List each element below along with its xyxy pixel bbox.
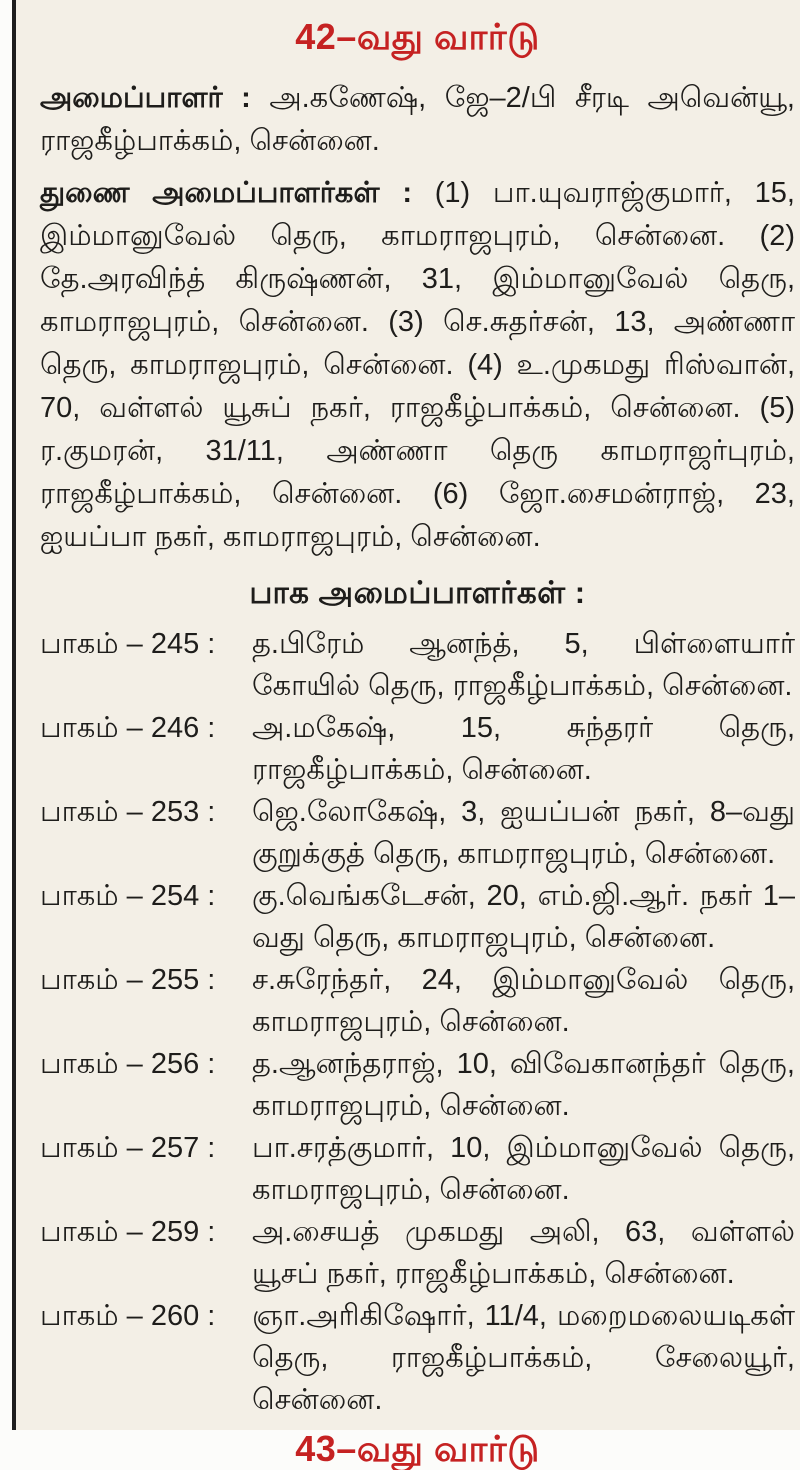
deputy-organizers-list-text: (1) பா.யுவராஜ்குமார், 15, இம்மானுவேல் தெ… [40, 177, 795, 553]
section-entry-256: பாகம் – 256 : த.ஆனந்தராஜ், 10, விவேகானந்… [40, 1043, 795, 1127]
section-organizer-address: அ.மகேஷ், 15, சுந்தரர் தெரு, ராஜகீழ்பாக்க… [252, 712, 795, 786]
section-number-label: பாகம் – 256 : [40, 1048, 216, 1080]
section-organizer-address: ஜெ.லோகேஷ், 3, ஐயப்பன் நகர், 8–வது குறுக்… [252, 796, 795, 870]
deputy-organizers-paragraph: துணை அமைப்பாளர்கள் : (1) பா.யுவராஜ்குமார… [40, 172, 795, 559]
section-organizer-address: அ.சையத் முகமது அலி, 63, வள்ளல் யூசப் நகர… [252, 1216, 795, 1290]
ward-43-heading: 43–வது வார்டு [295, 1428, 540, 1469]
section-entry-253: பாகம் – 253 : ஜெ.லோகேஷ், 3, ஐயப்பன் நகர்… [40, 791, 795, 875]
section-organizer-address: த.ஆனந்தராஜ், 10, விவேகானந்தர் தெரு, காமர… [252, 1048, 795, 1122]
section-entry-260: பாகம் – 260 : ஞா.அரிகிஷோர், 11/4, மறைமலை… [40, 1295, 795, 1421]
section-number-label: பாகம் – 254 : [40, 880, 216, 912]
section-entry-259: பாகம் – 259 : அ.சையத் முகமது அலி, 63, வள… [40, 1211, 795, 1295]
section-number-label: பாகம் – 257 : [40, 1132, 216, 1164]
organizer-label: அமைப்பாளர் : [40, 82, 251, 114]
organizer-paragraph: அமைப்பாளர் : அ.கணேஷ், ஜே–2/பி சீரடி அவென… [40, 77, 795, 163]
section-number-label: பாகம் – 260 : [40, 1300, 216, 1332]
section-entry-246: பாகம் – 246 : அ.மகேஷ், 15, சுந்தரர் தெரு… [40, 707, 795, 791]
section-number-label: பாகம் – 253 : [40, 796, 216, 828]
deputy-organizers-label: துணை அமைப்பாளர்கள் : [40, 177, 412, 209]
section-entry-245: பாகம் – 245 : த.பிரேம் ஆனந்த், 5, பிள்ளை… [40, 623, 795, 707]
page-content: 42–வது வார்டு அமைப்பாளர் : அ.கணேஷ், ஜே–2… [40, 0, 795, 1470]
section-number-label: பாகம் – 259 : [40, 1216, 216, 1248]
section-organizer-address: ச.சுரேந்தர், 24, இம்மானுவேல் தெரு, காமரா… [252, 964, 795, 1038]
section-organizer-address: பா.சரத்குமார், 10, இம்மானுவேல் தெரு, காம… [252, 1132, 795, 1206]
section-number-label: பாகம் – 255 : [40, 964, 216, 996]
section-organizer-address: கு.வெங்கடேசன், 20, எம்.ஜி.ஆர். நகர் 1–வத… [252, 880, 795, 954]
section-entry-254: பாகம் – 254 : கு.வெங்கடேசன், 20, எம்.ஜி.… [40, 875, 795, 959]
section-entry-255: பாகம் – 255 : ச.சுரேந்தர், 24, இம்மானுவே… [40, 959, 795, 1043]
section-entry-257: பாகம் – 257 : பா.சரத்குமார், 10, இம்மானு… [40, 1127, 795, 1211]
section-number-label: பாகம் – 246 : [40, 712, 216, 744]
organizer-address: அ.கணேஷ், ஜே–2/பி சீரடி அவென்யூ, ராஜகீழ்ப… [40, 82, 795, 157]
section-number-label: பாகம் – 245 : [40, 628, 216, 660]
page-edge-rule [12, 0, 16, 1430]
section-organizer-address: த.பிரேம் ஆனந்த், 5, பிள்ளையார் கோயில் தெ… [252, 628, 795, 702]
section-entries-list: பாகம் – 245 : த.பிரேம் ஆனந்த், 5, பிள்ளை… [40, 623, 795, 1421]
section-organizers-heading: பாக அமைப்பாளர்கள் : [249, 575, 586, 610]
page-left-gutter [0, 0, 12, 1430]
ward-42-heading: 42–வது வார்டு [295, 16, 540, 57]
section-organizer-address: ஞா.அரிகிஷோர், 11/4, மறைமலையடிகள் தெரு, ர… [252, 1300, 795, 1416]
